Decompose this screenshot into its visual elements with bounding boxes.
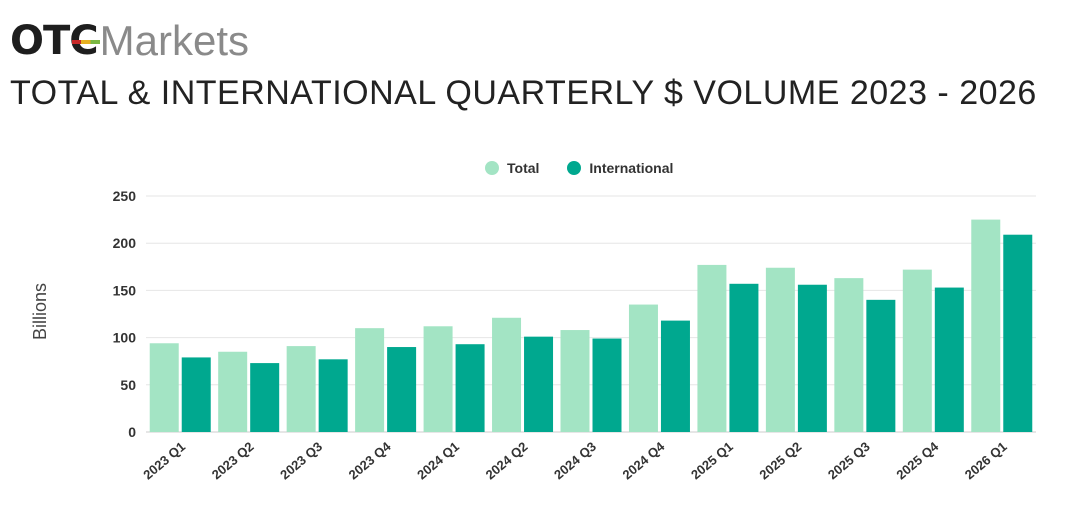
x-tick-label: 2023 Q1 [140, 439, 188, 483]
legend-swatch-total [485, 161, 499, 175]
y-tick-label: 0 [128, 424, 136, 440]
x-tick-label: 2025 Q2 [756, 439, 804, 483]
otc-markets-logo: OTC Markets [10, 17, 250, 65]
bar-international-2025-q3 [866, 299, 896, 432]
bar-total-2024-q3 [560, 330, 590, 432]
bar-international-2023-q2 [250, 363, 280, 432]
bar-total-2025-q4 [902, 269, 932, 432]
x-tick-label: 2024 Q4 [620, 438, 668, 482]
x-tick-label: 2024 Q3 [551, 439, 599, 483]
y-tick-label: 250 [113, 188, 137, 204]
bar-total-2025-q3 [834, 278, 864, 432]
x-tick-label: 2023 Q4 [346, 438, 394, 482]
legend-swatch-international [567, 161, 582, 175]
legend-label-international: International [589, 160, 674, 176]
bar-international-2025-q2 [797, 284, 827, 432]
bar-total-2025-q2 [765, 267, 795, 432]
legend-label-total: Total [507, 160, 540, 176]
bar-international-2023-q3 [318, 359, 348, 432]
bar-total-2024-q4 [628, 304, 658, 432]
x-tick-label: 2025 Q1 [688, 439, 736, 483]
y-tick-label: 100 [113, 330, 137, 346]
y-tick-label: 50 [120, 377, 136, 393]
bar-total-2023-q4 [355, 328, 385, 432]
logo-markets-text: Markets [99, 17, 250, 64]
bar-total-2023-q3 [286, 346, 316, 432]
logo-color-bar [72, 40, 100, 44]
x-tick-label: 2024 Q2 [483, 439, 531, 483]
bar-international-2024-q3 [592, 338, 622, 432]
chart-legend: Total International [485, 160, 701, 176]
x-tick-label: 2025 Q3 [825, 439, 873, 483]
x-tick-label: 2025 Q4 [893, 438, 941, 482]
bar-international-2024-q1 [455, 344, 485, 432]
bar-total-2026-q1 [971, 219, 1001, 432]
legend-item-total: Total [485, 160, 539, 176]
chart-title: TOTAL & INTERNATIONAL QUARTERLY $ VOLUME… [10, 74, 1037, 112]
bar-international-2024-q4 [660, 320, 690, 432]
bar-total-2024-q2 [492, 317, 522, 432]
y-tick-label: 150 [113, 282, 137, 298]
bar-total-2023-q1 [149, 343, 179, 432]
bar-international-2026-q1 [1003, 234, 1033, 432]
x-tick-label: 2023 Q3 [277, 439, 325, 483]
bar-international-2023-q4 [387, 347, 417, 432]
bar-international-2025-q4 [934, 287, 964, 432]
bar-international-2024-q2 [524, 336, 554, 432]
legend-item-international: International [567, 160, 673, 176]
x-tick-label: 2026 Q1 [962, 439, 1010, 483]
x-tick-label: 2024 Q1 [414, 439, 462, 483]
bar-international-2023-q1 [181, 357, 211, 432]
x-tick-label: 2023 Q2 [209, 439, 257, 483]
bar-total-2025-q1 [697, 264, 727, 432]
bar-total-2023-q2 [218, 351, 248, 432]
bar-total-2024-q1 [423, 326, 453, 432]
bar-international-2025-q1 [729, 283, 759, 432]
y-tick-label: 200 [113, 235, 137, 251]
